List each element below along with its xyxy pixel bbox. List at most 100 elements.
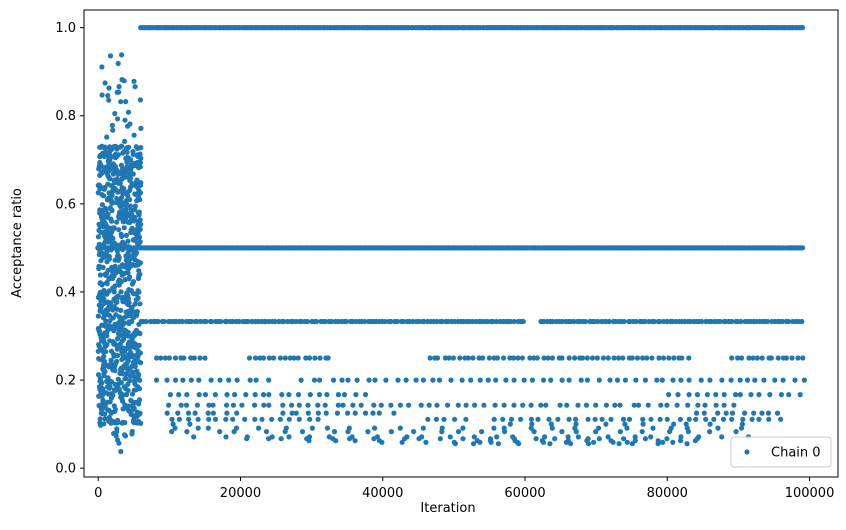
data-point (98, 335, 104, 341)
data-point (109, 146, 115, 152)
data-point (707, 377, 713, 383)
data-point (606, 318, 612, 325)
data-point (648, 434, 654, 440)
data-point (161, 318, 167, 325)
data-point (95, 326, 101, 332)
data-point (111, 351, 117, 357)
data-point (124, 291, 130, 297)
data-point (520, 318, 526, 325)
data-point (106, 305, 112, 311)
data-point (531, 429, 537, 435)
data-point (136, 289, 142, 295)
data-point (252, 402, 258, 408)
data-point (677, 416, 684, 422)
data-point (126, 257, 133, 263)
data-point (721, 392, 727, 398)
data-point (313, 318, 319, 325)
data-point (564, 402, 570, 408)
data-point (305, 410, 311, 416)
data-point (493, 318, 499, 325)
data-point (616, 441, 622, 447)
data-point (593, 429, 599, 435)
data-point (303, 355, 309, 361)
data-point (657, 318, 663, 325)
data-point (119, 77, 125, 83)
data-point (107, 155, 113, 161)
data-point (277, 355, 283, 361)
data-point (621, 318, 627, 325)
data-point (224, 410, 230, 416)
data-point (202, 355, 208, 361)
data-point (659, 377, 665, 383)
data-point (125, 109, 132, 115)
data-point (715, 425, 721, 431)
data-point (411, 429, 417, 435)
data-point (599, 416, 605, 422)
data-point (733, 392, 739, 398)
data-point (350, 402, 356, 408)
data-point (541, 355, 547, 361)
data-point (654, 377, 660, 383)
data-point (102, 368, 108, 375)
data-point (117, 209, 123, 215)
data-point (105, 327, 111, 333)
data-point (729, 410, 736, 416)
data-point (394, 318, 401, 325)
data-point (494, 355, 500, 361)
data-point (692, 438, 699, 444)
data-point (799, 25, 806, 31)
data-point (136, 209, 142, 215)
data-point (664, 436, 670, 442)
data-point (230, 318, 236, 325)
data-point (192, 410, 198, 416)
data-point (98, 410, 104, 416)
data-point (756, 392, 762, 398)
data-point (126, 244, 132, 250)
data-point (133, 312, 140, 318)
legend: Chain 0 (730, 436, 832, 468)
data-point (674, 402, 680, 408)
data-point (263, 429, 270, 435)
data-point (100, 215, 106, 221)
data-point (527, 355, 533, 361)
data-point (105, 151, 111, 157)
y-axis-label: Acceptance ratio (10, 188, 25, 298)
data-point (116, 440, 122, 446)
data-point (446, 355, 452, 361)
data-point (365, 429, 371, 435)
data-point (740, 416, 746, 422)
data-point (120, 419, 126, 426)
data-point (635, 402, 642, 408)
data-point (113, 153, 119, 159)
data-point (129, 304, 135, 310)
data-point (315, 410, 321, 416)
data-point (664, 416, 670, 422)
data-point (477, 377, 483, 383)
data-point (236, 318, 242, 325)
data-point (333, 438, 339, 444)
data-point (119, 370, 125, 377)
data-point (115, 417, 121, 423)
data-point (566, 355, 572, 361)
data-point (575, 434, 582, 440)
data-point (430, 377, 436, 383)
data-point (463, 416, 469, 422)
data-point (441, 416, 447, 422)
data-point (657, 416, 663, 422)
data-point (548, 377, 554, 383)
data-point (125, 403, 131, 409)
data-point (106, 85, 112, 91)
data-point (729, 355, 735, 361)
data-point (765, 410, 772, 416)
data-point (721, 402, 727, 408)
data-point (114, 426, 120, 432)
data-point (131, 78, 137, 84)
data-point (607, 377, 613, 383)
y-tick-label: 0.4 (55, 285, 76, 300)
data-point (120, 398, 126, 404)
data-point (295, 392, 302, 398)
data-point (97, 186, 103, 192)
plot-background (84, 10, 838, 477)
data-point (115, 352, 121, 359)
data-point (603, 402, 610, 408)
